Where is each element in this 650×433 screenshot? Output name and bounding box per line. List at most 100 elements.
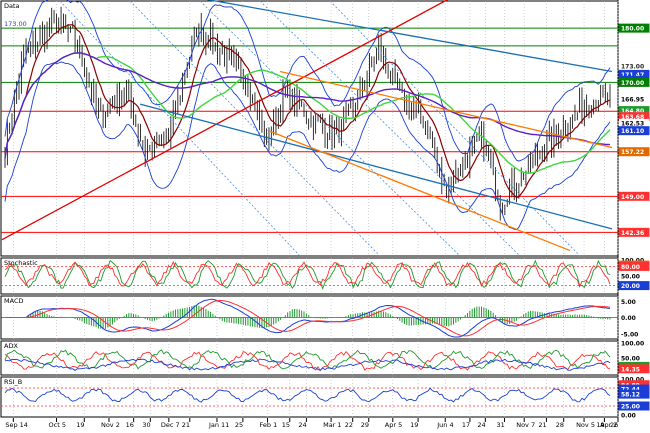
axis-tag-bg xyxy=(619,354,649,362)
x-tick-label: 29 xyxy=(361,421,369,429)
x-axis: Sep 14 Oct 5 19 Nov 2 16 30 Dec 7 21 Jan 11 25 Feb… xyxy=(5,418,619,429)
macd-line xyxy=(5,298,611,338)
macd-signal-line xyxy=(5,299,611,337)
channel-upper-line xyxy=(206,0,613,73)
x-tick-label: 26 xyxy=(610,421,618,429)
price-panel-label: Data xyxy=(4,2,20,10)
x-tick-label: Mar 1 xyxy=(323,421,341,429)
axis-tag-label: 166.95 xyxy=(621,96,644,103)
axis-tag-label: 164.80 xyxy=(621,108,644,115)
price-panel-corner-value: 173.00 xyxy=(4,20,27,28)
axis-tag-label: 170.00 xyxy=(621,80,644,87)
axis-tag-bg xyxy=(619,62,649,71)
axis-tag-bg xyxy=(618,227,650,237)
macd-histogram xyxy=(27,305,611,330)
channel-lower-line xyxy=(139,103,613,230)
adx-label: ADX xyxy=(4,342,18,350)
orange-channel-upper xyxy=(279,70,613,149)
rsi-line xyxy=(4,387,611,403)
axis-tag-label: 157.22 xyxy=(621,149,644,156)
axis-tag-label: 25.00 xyxy=(621,404,640,411)
x-tick-label: 31 xyxy=(496,421,504,429)
axis-tag-bg xyxy=(619,297,649,306)
trendline-rising xyxy=(1,0,449,241)
x-tick-label: Feb 1 xyxy=(260,421,278,429)
moving-average-long xyxy=(4,52,611,159)
macd-label: MACD xyxy=(4,297,23,305)
axis-tag-bg xyxy=(618,364,650,374)
axis-tag-label: 171.47 xyxy=(621,72,644,79)
x-tick-label: Apr 5 xyxy=(385,421,402,429)
right-axis-tags: 186.50180.00173.00171.47170.40170.00166.… xyxy=(618,23,650,420)
x-tick-label: 24 xyxy=(477,421,485,429)
adx-plus-di xyxy=(4,349,611,370)
bollinger-lower xyxy=(4,61,611,231)
adx-line xyxy=(4,358,611,371)
axis-tag-bg xyxy=(618,191,650,201)
axis-tag-label: 173.00 xyxy=(621,64,644,71)
axis-tag-label: -5.00 xyxy=(621,331,638,338)
x-tick-label: Dec 7 xyxy=(161,421,180,429)
axis-tag-label: 180.00 xyxy=(621,26,644,33)
panel-frame-price xyxy=(0,0,619,257)
price-panel: Data 173.00 xyxy=(1,0,618,257)
panel-frame-adx xyxy=(0,340,619,376)
x-tick-label: Nov 5 xyxy=(576,421,595,429)
axis-tag-label: 162.53 xyxy=(621,120,644,127)
axis-tag-label: 14.35 xyxy=(621,366,640,373)
axis-tag-bg xyxy=(619,411,649,419)
axis-tag-bg xyxy=(619,256,649,264)
axis-tag-bg xyxy=(619,313,649,322)
axis-tag-label: 0.00 xyxy=(621,413,636,420)
axis-tag-bg xyxy=(618,23,650,33)
axis-tag-bg xyxy=(618,401,650,411)
fan-line xyxy=(129,0,381,257)
price-bars xyxy=(4,6,611,221)
axis-tag-bg xyxy=(618,281,650,291)
stochastic-label: Stochastic xyxy=(4,259,38,267)
axis-tag-label: 0.00 xyxy=(621,315,636,322)
x-tick-label: Jan 11 xyxy=(208,421,229,429)
x-tick-label: 25 xyxy=(235,421,243,429)
rsi-label: RSI_B xyxy=(4,378,22,386)
x-tick-label: Sep 14 xyxy=(5,421,28,429)
axis-tag-bg xyxy=(619,118,649,127)
axis-tag-label: 161.10 xyxy=(621,128,644,135)
x-tick-label: 22 xyxy=(345,421,353,429)
x-tick-label: 15 xyxy=(282,421,290,429)
x-tick-label-last: Apr 2 xyxy=(600,421,617,429)
x-tick-label: Jun 4 xyxy=(436,421,453,429)
axis-tag-bg xyxy=(618,261,650,271)
panel-frame-stoch xyxy=(0,257,619,295)
x-tick-label: 21 xyxy=(538,421,546,429)
stochastic-d-line xyxy=(4,261,611,288)
x-tick-label: 16 xyxy=(126,421,134,429)
indicator-panels: Stochastic MACD ADX RSI_B xyxy=(1,259,618,407)
fan-line xyxy=(259,0,521,257)
x-tick-label: Nov 2 xyxy=(101,421,120,429)
axis-tag-bg xyxy=(618,389,650,399)
orange-channel-lower xyxy=(269,130,571,252)
axis-tag-label: 163.68 xyxy=(621,114,644,121)
axis-tag-label: 50.00 xyxy=(621,356,640,363)
fan-line xyxy=(199,0,461,257)
moving-average-mid xyxy=(4,52,611,174)
axis-tag-label: 5.00 xyxy=(621,299,636,306)
axis-tag-bg xyxy=(619,339,649,347)
x-tick-label: 30 xyxy=(142,421,150,429)
axis-tag-bg xyxy=(618,126,650,136)
adx-minus-di xyxy=(4,351,611,372)
axis-tag-label: 142.36 xyxy=(621,230,644,237)
axis-tag-label: 80.00 xyxy=(621,264,640,271)
x-tick-label: Nov 7 xyxy=(516,421,535,429)
axis-tag-label: 100.00 xyxy=(621,377,644,384)
axis-tag-label: 100.00 xyxy=(621,341,644,348)
x-tick-label: 17 xyxy=(462,421,470,429)
x-tick-label: 28 xyxy=(556,421,564,429)
x-tick-label: 21 xyxy=(182,421,190,429)
axis-tag-bg xyxy=(618,147,650,157)
moving-average-short xyxy=(4,24,611,199)
